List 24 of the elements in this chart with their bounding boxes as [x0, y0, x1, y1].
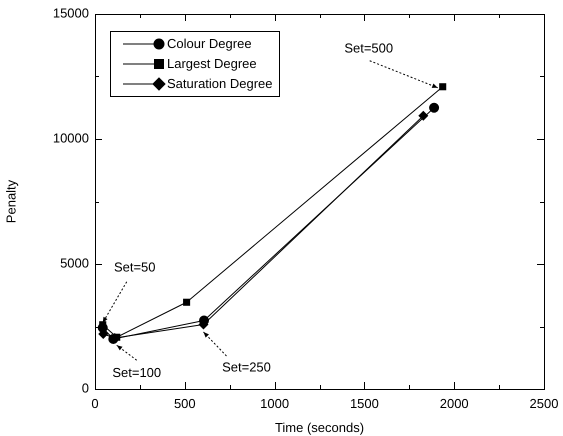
legend-label: Largest Degree	[167, 55, 257, 73]
point	[429, 102, 440, 113]
annotation: Set=250	[222, 360, 271, 375]
y-axis-title: Penalty	[3, 179, 18, 224]
y-tick-label: 0	[82, 380, 89, 396]
y-tick-label: 15000	[52, 6, 89, 21]
x-tick-label: 1500	[350, 396, 379, 412]
x-tick-label: 500	[174, 396, 196, 412]
annotation: Set=100	[112, 364, 162, 380]
point	[183, 298, 190, 306]
x-tick-label: 1000	[260, 396, 290, 412]
x-tick-label: 0	[91, 396, 99, 412]
legend-label: Saturation Degree	[167, 75, 273, 93]
y-tick-label: 5000	[60, 256, 89, 271]
legend-label: Colour Degree	[167, 35, 252, 53]
y-tick-label: 10000	[52, 130, 89, 146]
x-tick-label: 2000	[440, 396, 469, 412]
point	[199, 316, 210, 326]
point	[439, 83, 446, 90]
point	[98, 322, 108, 333]
x-tick-label: 2500	[530, 396, 558, 412]
annotation: Set=500	[344, 40, 394, 56]
x-axis-title: Time (seconds)	[274, 420, 364, 435]
annotation: Set=50	[114, 259, 156, 274]
